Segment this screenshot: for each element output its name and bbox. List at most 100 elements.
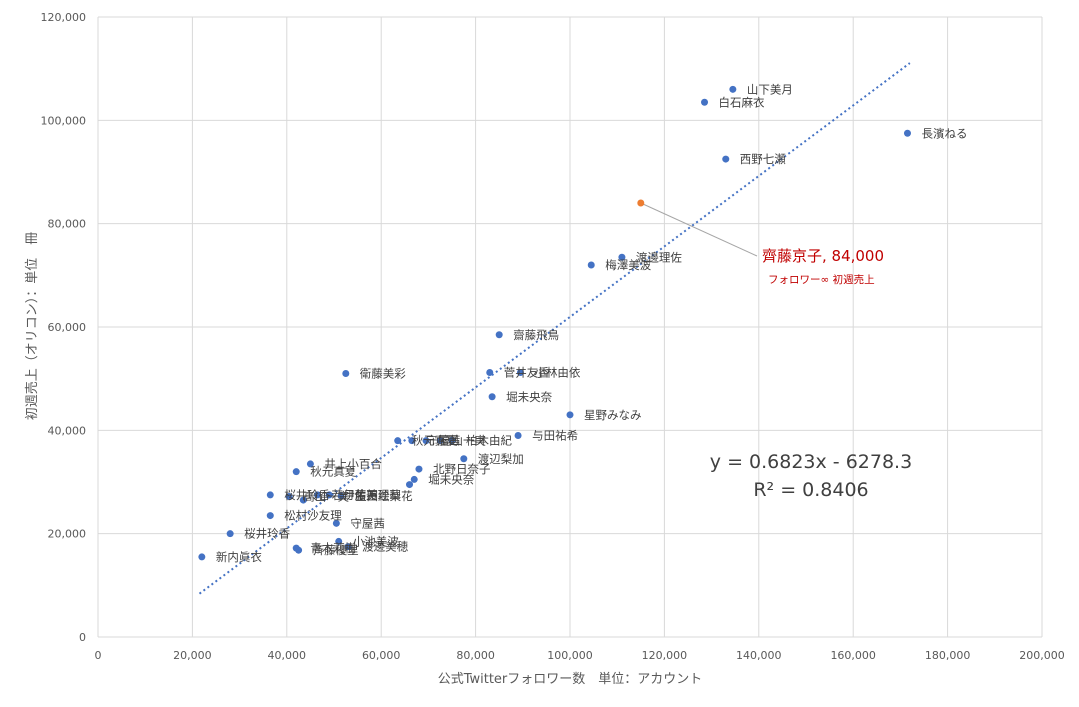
data-point [701,98,709,106]
point-label: 柏木由紀 [466,434,512,448]
data-points [198,85,911,561]
y-tick-label: 0 [79,631,86,644]
point-label: 渡邊理佐 [636,250,682,264]
point-label: 白石麻衣 [719,95,765,109]
point-label: 山下美月 [747,82,793,96]
data-point [422,437,430,445]
point-label: 小池美波 [353,534,399,548]
data-point [342,370,350,377]
data-point [306,460,314,468]
point-label: 梅澤美波 [605,258,651,272]
y-axis-title: 初週売上（オリコン）：単位 冊 [24,232,40,421]
x-tick-label: 0 [95,649,102,662]
point-label: 衛藤美彩 [360,367,406,381]
point-label: 松村沙友理 [284,509,342,523]
point-label: 高山一実 [303,489,349,503]
data-point [436,437,444,445]
data-point [488,393,496,401]
data-point [295,546,303,554]
data-point [495,331,503,339]
callout-label: 齊藤京子, 84,000 [762,247,884,265]
point-label: 若月佑美 [331,488,377,502]
point-label: 堀未央奈 [428,472,474,486]
point-label: 渡邊美穂 [362,540,408,554]
x-tick-label: 160,000 [830,649,876,662]
point-label: 菅井友香 [504,365,550,379]
point-label: 秋元真夏 [412,434,458,448]
point-label: 長濱ねる [921,126,967,140]
y-tick-label: 40,000 [48,424,87,437]
x-tick-label: 200,000 [1019,649,1065,662]
x-tick-labels: 0 20,000 40,000 60,000 80,000 100,000 120,000 1… [95,649,1065,662]
data-point [325,491,333,499]
data-point [266,491,274,499]
data-point [406,481,414,489]
data-point [292,468,300,476]
point-label: 守屋茜 [350,516,385,530]
data-point [332,519,340,527]
data-point [408,437,416,445]
y-tick-label: 120,000 [41,11,87,24]
gridlines [97,16,1043,638]
x-tick-label: 180,000 [925,649,971,662]
point-label: 青木莉樹 [310,541,356,555]
data-point [410,475,418,483]
point-label: 秋元真夏 [310,465,356,479]
point-label: 桜井玲香 [244,527,290,541]
data-point [618,253,626,261]
point-label: 星野みなみ [584,408,642,422]
data-point [722,155,730,163]
data-point [514,432,522,439]
point-label: 高山一実 [440,434,486,448]
point-label: 西野七瀬 [740,152,786,166]
data-point [313,491,321,499]
x-tick-label: 120,000 [642,649,688,662]
point-label: 新内眞衣 [216,550,262,564]
point-label: 桜井玲香 [284,488,330,502]
callout-leader-line [640,202,758,257]
x-tick-label: 20,000 [173,649,212,662]
data-point [486,368,494,376]
x-axis-title: 公式Twitterフォロワー数 単位：アカウント [438,671,703,687]
trend-r2: R² = 0.8406 [753,479,868,501]
data-point [266,512,274,520]
y-tick-label: 100,000 [41,114,87,127]
point-label: 堀未央奈 [506,390,552,404]
highlight-point [637,199,645,207]
point-label: 生田絵梨花 [355,489,413,503]
data-point [299,496,307,504]
point-label: 小林由依 [534,365,580,379]
point-label: 伊藤万理華 [343,488,401,502]
callout-sublabel: フォロワー∞ 初週売上 [768,273,875,286]
y-tick-labels: 0 20,000 40,000 60,000 80,000 100,000 120,000 [41,11,87,644]
point-label: 北野日奈子 [433,462,491,476]
point-label: 斉藤優里 [313,543,359,557]
data-point [729,85,737,93]
x-tick-label: 140,000 [736,649,782,662]
x-tick-label: 60,000 [362,649,401,662]
trend-equation: y = 0.6823x - 6278.3 [710,451,912,473]
x-tick-label: 40,000 [268,649,307,662]
data-point [344,543,352,551]
x-tick-label: 100,000 [547,649,593,662]
data-point [587,261,595,269]
point-label: 井上小百合 [324,457,382,471]
data-point [903,129,911,137]
data-point [198,553,206,561]
data-point [335,537,343,545]
data-point [394,437,402,445]
data-point [415,465,423,473]
data-point [226,530,234,538]
point-label: 守屋茜 [426,434,461,448]
y-tick-label: 80,000 [48,218,87,231]
data-point [566,411,574,419]
data-point [448,437,456,445]
data-point [460,455,468,463]
y-tick-label: 60,000 [48,321,87,334]
point-label: 齋藤飛鳥 [513,328,559,342]
data-point [337,492,345,500]
x-tick-label: 80,000 [456,649,495,662]
data-point [285,492,293,500]
